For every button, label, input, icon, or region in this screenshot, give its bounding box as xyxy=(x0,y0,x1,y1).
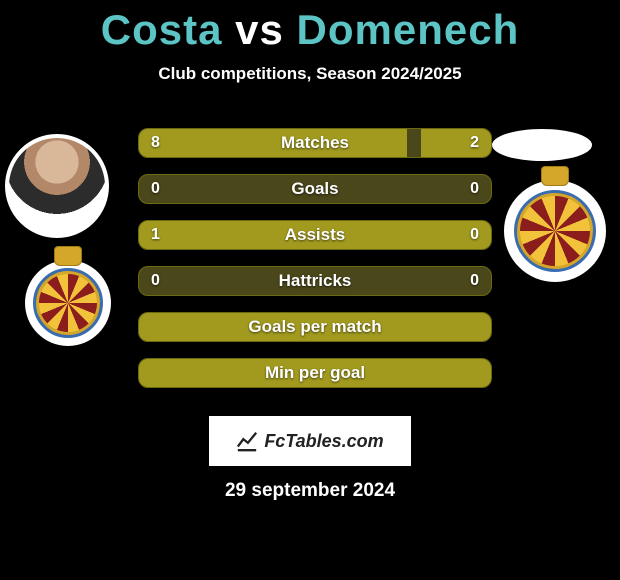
player2-avatar xyxy=(492,129,592,161)
title-player2: Domenech xyxy=(297,6,520,53)
stat-bar-row: 00Hattricks xyxy=(138,266,492,296)
chart-icon xyxy=(236,430,258,452)
title-player1: Costa xyxy=(101,6,223,53)
stat-bar-row: 00Goals xyxy=(138,174,492,204)
brand-text: FcTables.com xyxy=(264,431,383,452)
stat-bar-row: 82Matches xyxy=(138,128,492,158)
bar-label: Assists xyxy=(139,221,491,249)
page-title: Costa vs Domenech xyxy=(0,0,620,54)
brand-badge: FcTables.com xyxy=(209,416,411,466)
title-vs: vs xyxy=(235,6,284,53)
stat-bars: 82Matches 00Goals 10Assists 00Hattricks Goal… xyxy=(138,128,492,404)
player1-club-crest xyxy=(25,260,111,346)
bar-label: Hattricks xyxy=(139,267,491,295)
bar-label: Goals per match xyxy=(139,313,491,341)
stat-bar-row: Goals per match xyxy=(138,312,492,342)
subtitle: Club competitions, Season 2024/2025 xyxy=(0,64,620,84)
bar-label: Goals xyxy=(139,175,491,203)
stat-bar-row: Min per goal xyxy=(138,358,492,388)
player2-club-crest xyxy=(504,180,606,282)
bar-label: Min per goal xyxy=(139,359,491,387)
date-label: 29 september 2024 xyxy=(0,480,620,502)
player1-avatar xyxy=(5,134,109,238)
stat-bar-row: 10Assists xyxy=(138,220,492,250)
bar-label: Matches xyxy=(139,129,491,157)
